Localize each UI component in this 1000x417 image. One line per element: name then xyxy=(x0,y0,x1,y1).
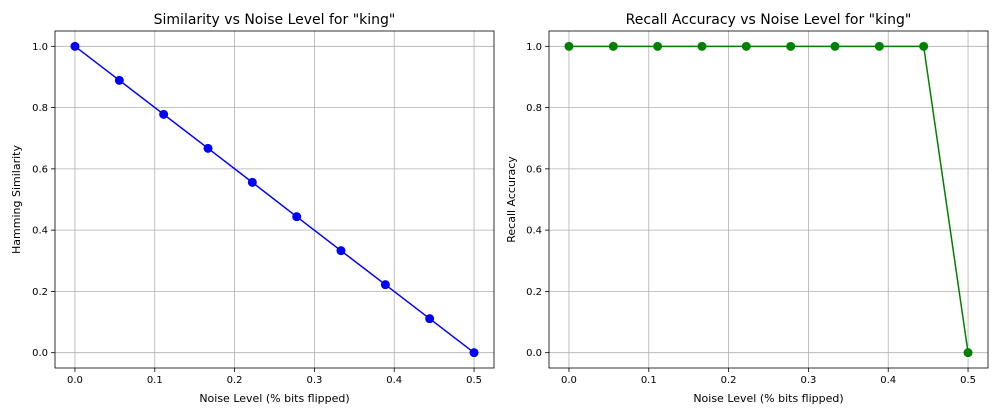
data-point xyxy=(608,41,618,51)
x-tick-label: 0.1 xyxy=(147,375,163,386)
series-line xyxy=(74,45,475,354)
y-tick-label: 1.0 xyxy=(32,42,48,53)
x-tick-label: 0.0 xyxy=(561,375,577,386)
y-tick-label: 0.8 xyxy=(32,103,48,114)
y-tick-label: 1.0 xyxy=(526,42,542,53)
data-point xyxy=(919,41,929,51)
data-point xyxy=(336,246,346,256)
data-point xyxy=(292,212,302,222)
data-point xyxy=(697,41,707,51)
chart-title: Similarity vs Noise Level for "king" xyxy=(154,12,396,28)
data-point xyxy=(203,143,213,153)
y-axis-label: Recall Accuracy xyxy=(505,156,518,243)
x-tick-label: 0.5 xyxy=(466,375,482,386)
chart-recall: Recall Accuracy vs Noise Level for "king… xyxy=(505,12,989,405)
data-point xyxy=(786,41,796,51)
y-tick-label: 0.0 xyxy=(32,348,48,359)
y-tick-label: 0.2 xyxy=(32,287,48,298)
y-tick-label: 0.4 xyxy=(32,226,48,237)
y-tick-label: 0.4 xyxy=(526,226,542,237)
data-point xyxy=(564,41,574,51)
data-point xyxy=(874,41,884,51)
y-tick-label: 0.0 xyxy=(526,348,542,359)
y-tick-label: 0.6 xyxy=(526,164,542,175)
x-axis-label: Noise Level (% bits flipped) xyxy=(693,392,843,405)
data-point xyxy=(114,75,124,85)
x-tick-label: 0.3 xyxy=(800,375,816,386)
x-tick-label: 0.1 xyxy=(641,375,657,386)
chart-similarity: Similarity vs Noise Level for "king" Noi… xyxy=(10,12,495,405)
data-point xyxy=(425,314,435,324)
data-point xyxy=(963,348,973,358)
x-tick-label: 0.4 xyxy=(386,375,402,386)
x-tick-label: 0.2 xyxy=(227,375,243,386)
chart-title: Recall Accuracy vs Noise Level for "king… xyxy=(626,12,912,28)
data-point xyxy=(653,41,663,51)
y-tick-label: 0.2 xyxy=(526,287,542,298)
x-tick-label: 0.2 xyxy=(721,375,737,386)
grid-lines xyxy=(55,31,494,368)
x-tick-label: 0.0 xyxy=(67,375,83,386)
grid-lines xyxy=(549,31,988,368)
series-line xyxy=(568,45,969,353)
data-point xyxy=(70,41,80,51)
y-axis-label: Hamming Similarity xyxy=(10,145,23,254)
x-tick-label: 0.5 xyxy=(960,375,976,386)
x-axis-label: Noise Level (% bits flipped) xyxy=(199,392,349,405)
x-tick-label: 0.4 xyxy=(880,375,896,386)
y-tick-label: 0.8 xyxy=(526,103,542,114)
plot-frame xyxy=(548,30,989,369)
data-point xyxy=(741,41,751,51)
data-point xyxy=(830,41,840,51)
y-tick-label: 0.6 xyxy=(32,164,48,175)
data-point xyxy=(380,280,390,290)
x-tick-label: 0.3 xyxy=(306,375,322,386)
data-point xyxy=(247,177,257,187)
data-point xyxy=(159,109,169,119)
data-point xyxy=(469,348,479,358)
plot-frame xyxy=(54,30,495,369)
